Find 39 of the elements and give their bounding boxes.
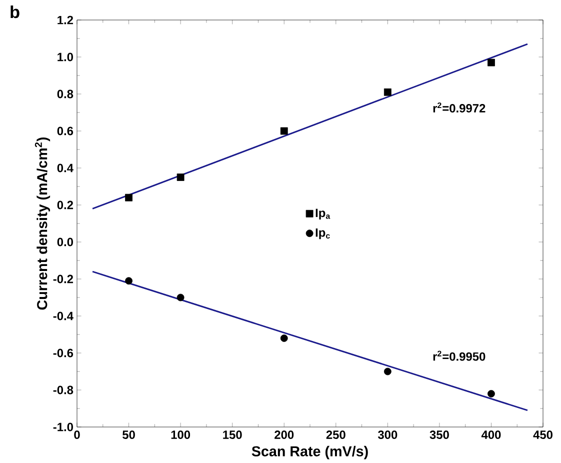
- point: [176, 174, 184, 182]
- text: b: [10, 6, 20, 18]
- x-tick-label: 100: [171, 430, 190, 440]
- point: [488, 59, 495, 66]
- legend-label: Ip$_{c}$: [316, 228, 330, 240]
- x-tick-label: 200: [274, 430, 294, 440]
- y-axis-title: Current density (mA/cm$^{2}$): [34, 138, 50, 310]
- y-tick-label: 0.4: [57, 164, 74, 172]
- point: [280, 334, 288, 342]
- y-tick-label: 0.2: [57, 201, 74, 210]
- y-tick-label: -0.4: [53, 312, 74, 320]
- legend-label: Ip$_{a}$: [316, 209, 330, 220]
- y-tick-label: -0.8: [53, 386, 74, 394]
- point: [280, 128, 288, 135]
- y-tick-label: 1.2: [58, 16, 74, 24]
- point: [384, 368, 392, 376]
- point: [125, 194, 132, 202]
- y-tick-label: 1.0: [58, 53, 73, 62]
- x-tick-label: 50: [122, 430, 135, 440]
- annotation: r$^{2}$=0.9950: [433, 350, 486, 362]
- x-axis-title: Scan Rate (mV/s): [252, 446, 368, 460]
- x-tick-label: 350: [430, 430, 449, 440]
- point: [384, 88, 392, 96]
- y-tick-label: 0.6: [57, 127, 74, 136]
- x-tick-label: 150: [223, 430, 242, 440]
- x-tick-label: 250: [326, 430, 346, 440]
- x-tick-label: 450: [533, 430, 552, 440]
- y-tick-label: -1.0: [53, 423, 73, 432]
- point: [125, 277, 132, 285]
- y-tick-label: 0.8: [57, 90, 74, 98]
- x-tick-label: 300: [378, 430, 398, 440]
- y-tick-label: -0.2: [53, 275, 74, 284]
- x-tick-label: 400: [481, 430, 501, 440]
- annotation: r$^{2}$=0.9972: [433, 102, 486, 113]
- y-tick-label: 0.0: [57, 238, 73, 246]
- point: [176, 294, 184, 302]
- y-tick-label: -0.6: [53, 349, 74, 358]
- point: [488, 390, 495, 398]
- x-tick-label: 0: [74, 430, 80, 440]
